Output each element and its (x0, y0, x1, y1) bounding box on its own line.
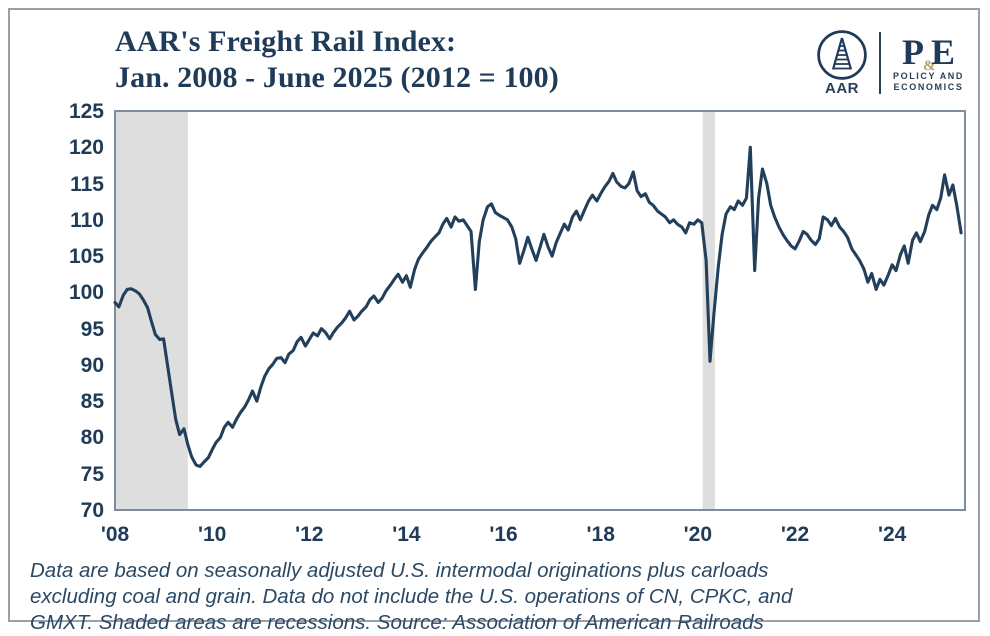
y-axis-tick: 125 (68, 100, 104, 123)
y-axis-tick: 95 (80, 317, 104, 341)
chart-footnote: Data are based on seasonally adjusted U.… (30, 558, 975, 636)
chart-title: AAR's Freight Rail Index: Jan. 2008 - Ju… (115, 24, 775, 96)
chart-frame: AAR's Freight Rail Index: Jan. 2008 - Ju… (8, 8, 982, 634)
x-axis-tick: '20 (683, 523, 713, 546)
footnote-line-2: excluding coal and grain. Data do not in… (30, 585, 793, 608)
aar-logo: AAR (815, 28, 869, 97)
y-axis-tick: 115 (70, 172, 104, 196)
plot-area-border (114, 110, 966, 511)
organization-logo: AAR P E & POLICY AND ECONOMICS (815, 28, 964, 97)
footnote-line-3: GMXT. Shaded areas are recessions. Sourc… (30, 611, 764, 634)
pe-ampersand: & (922, 57, 936, 74)
x-axis-tick: '14 (392, 523, 421, 546)
pe-subtitle-line-2: ECONOMICS (893, 81, 964, 92)
x-axis-tick: '12 (295, 523, 324, 546)
title-line-1: AAR's Freight Rail Index: (115, 25, 457, 58)
y-axis-tick: 90 (80, 353, 104, 377)
x-axis-tick: '18 (586, 523, 615, 546)
x-axis-tick-labels: '08 '10 '12 '14 '16 '18 '20 '22 '24 (10, 516, 982, 550)
chart-plot-region: 125 120 115 110 105 100 95 90 85 80 75 70 '08 '10 '12… (10, 10, 982, 624)
y-axis-tick: 120 (68, 136, 104, 160)
y-axis-tick: 70 (80, 499, 104, 522)
x-axis-tick: '08 (100, 523, 130, 546)
y-axis-tick: 110 (70, 208, 104, 232)
footnote-line-1: Data are based on seasonally adjusted U.… (30, 559, 769, 582)
y-axis-tick: 100 (68, 281, 104, 305)
pe-monogram: P E & (901, 31, 955, 74)
recession-band (116, 112, 188, 510)
line-chart-svg (113, 110, 966, 511)
x-axis-tick: '10 (197, 523, 227, 546)
pe-logo: P E & POLICY AND ECONOMICS (891, 33, 964, 93)
railroad-track-circle-icon (817, 30, 867, 80)
aar-wordmark: AAR (824, 80, 859, 97)
pe-letters: P E (901, 31, 955, 72)
x-axis-tick: '16 (489, 523, 518, 546)
x-axis-tick: '24 (877, 523, 907, 546)
x-axis-tick: '22 (780, 523, 810, 546)
logo-divider (878, 31, 881, 94)
freight-rail-index-line (113, 145, 963, 469)
title-line-2: Jan. 2008 - June 2025 (2012 = 100) (115, 61, 559, 94)
recession-shaded-regions (116, 112, 715, 510)
y-axis-tick: 75 (80, 462, 104, 486)
y-axis-tick: 105 (68, 245, 104, 269)
y-axis-tick: 80 (80, 426, 104, 450)
y-axis-tick: 85 (80, 390, 104, 414)
pe-subtitle-line-1: POLICY AND (892, 70, 964, 81)
